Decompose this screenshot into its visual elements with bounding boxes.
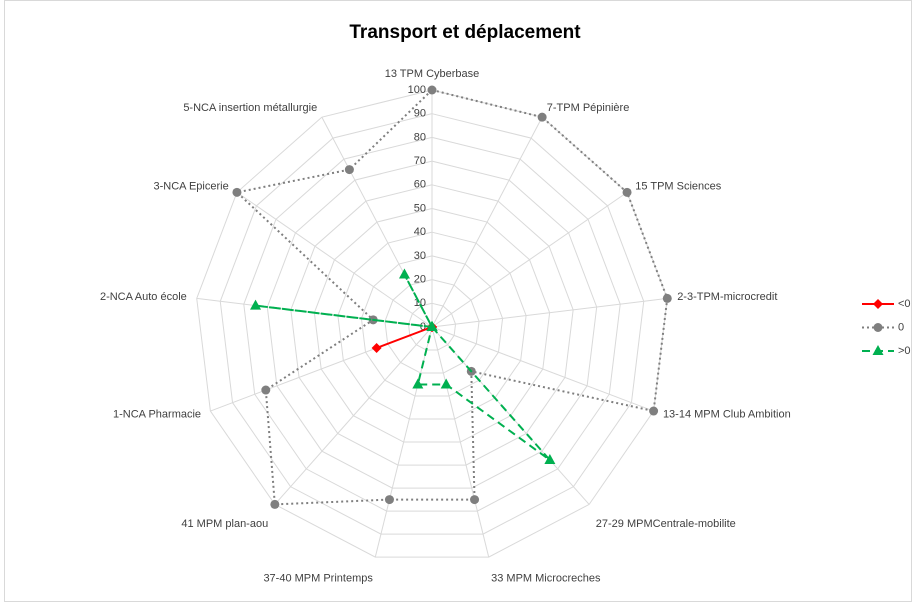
marker <box>426 321 438 331</box>
marker <box>427 85 437 95</box>
r-tick-label: 80 <box>414 131 426 143</box>
spoke <box>321 116 433 328</box>
r-tick-label: 20 <box>414 274 426 286</box>
chart-frame <box>4 0 912 602</box>
series <box>250 268 556 465</box>
r-tick-label: 0 <box>420 321 426 333</box>
marker <box>470 495 480 505</box>
legend-label: >0 <box>898 345 911 357</box>
marker <box>384 495 394 505</box>
marker <box>371 343 382 354</box>
category-label: 1-NCA Pharmacie <box>113 408 201 420</box>
grid-ring <box>407 302 457 351</box>
r-tick-label: 10 <box>414 297 426 309</box>
marker <box>873 299 883 309</box>
spoke <box>431 326 654 412</box>
grid-ring <box>313 207 551 443</box>
grid-ring <box>384 279 480 374</box>
grid-ring <box>266 160 598 489</box>
marker <box>872 345 884 355</box>
marker <box>412 378 424 389</box>
marker <box>232 187 242 197</box>
legend-label: 0 <box>898 321 904 333</box>
category-label: 33 MPM Microcreches <box>491 573 601 585</box>
category-label: 13 TPM Cyberbase <box>385 68 480 80</box>
r-tick-label: 50 <box>414 202 426 214</box>
marker <box>622 187 632 197</box>
category-label: 2-NCA Auto école <box>100 291 187 303</box>
marker <box>261 385 271 395</box>
category-label: 3-NCA Epicerie <box>154 181 229 193</box>
spoke <box>431 116 543 328</box>
spoke <box>236 191 433 328</box>
category-label: 15 TPM Sciences <box>635 181 722 193</box>
r-tick-label: 30 <box>414 250 426 262</box>
marker <box>544 454 556 465</box>
r-tick-label: 40 <box>414 226 426 238</box>
r-tick-label: 100 <box>408 84 426 96</box>
category-label: 37-40 MPM Printemps <box>263 573 373 585</box>
category-label: 7-TPM Pépinière <box>547 102 630 114</box>
category-label: 27-29 MPMCentrale-mobilite <box>596 518 736 530</box>
r-tick-label: 60 <box>414 179 426 191</box>
legend-label: <0 <box>898 298 911 310</box>
chart-title: Transport et déplacement <box>349 22 581 43</box>
spoke <box>274 326 433 505</box>
marker <box>662 293 672 303</box>
marker <box>270 499 280 509</box>
category-label: 13-14 MPM Club Ambition <box>663 408 791 420</box>
grid-ring <box>290 184 574 466</box>
series <box>232 85 672 509</box>
grid-ring <box>337 231 527 420</box>
category-label: 5-NCA insertion métallurgie <box>183 102 317 114</box>
marker <box>649 406 659 416</box>
marker <box>398 268 410 279</box>
marker <box>250 299 262 310</box>
category-label: 41 MPM plan-aou <box>181 518 268 530</box>
spoke <box>431 297 668 328</box>
r-tick-label: 90 <box>414 108 426 120</box>
category-label: 2-3-TPM-microcredit <box>677 291 777 303</box>
grid-ring <box>243 136 621 512</box>
marker <box>873 323 883 332</box>
series-line <box>234 88 669 506</box>
marker <box>344 165 354 175</box>
grid-ring <box>219 113 645 535</box>
spoke <box>431 326 490 558</box>
grid-ring <box>360 255 504 397</box>
r-tick-label: 70 <box>414 155 426 167</box>
marker <box>537 112 547 122</box>
spoke <box>431 191 628 328</box>
marker <box>440 378 452 389</box>
